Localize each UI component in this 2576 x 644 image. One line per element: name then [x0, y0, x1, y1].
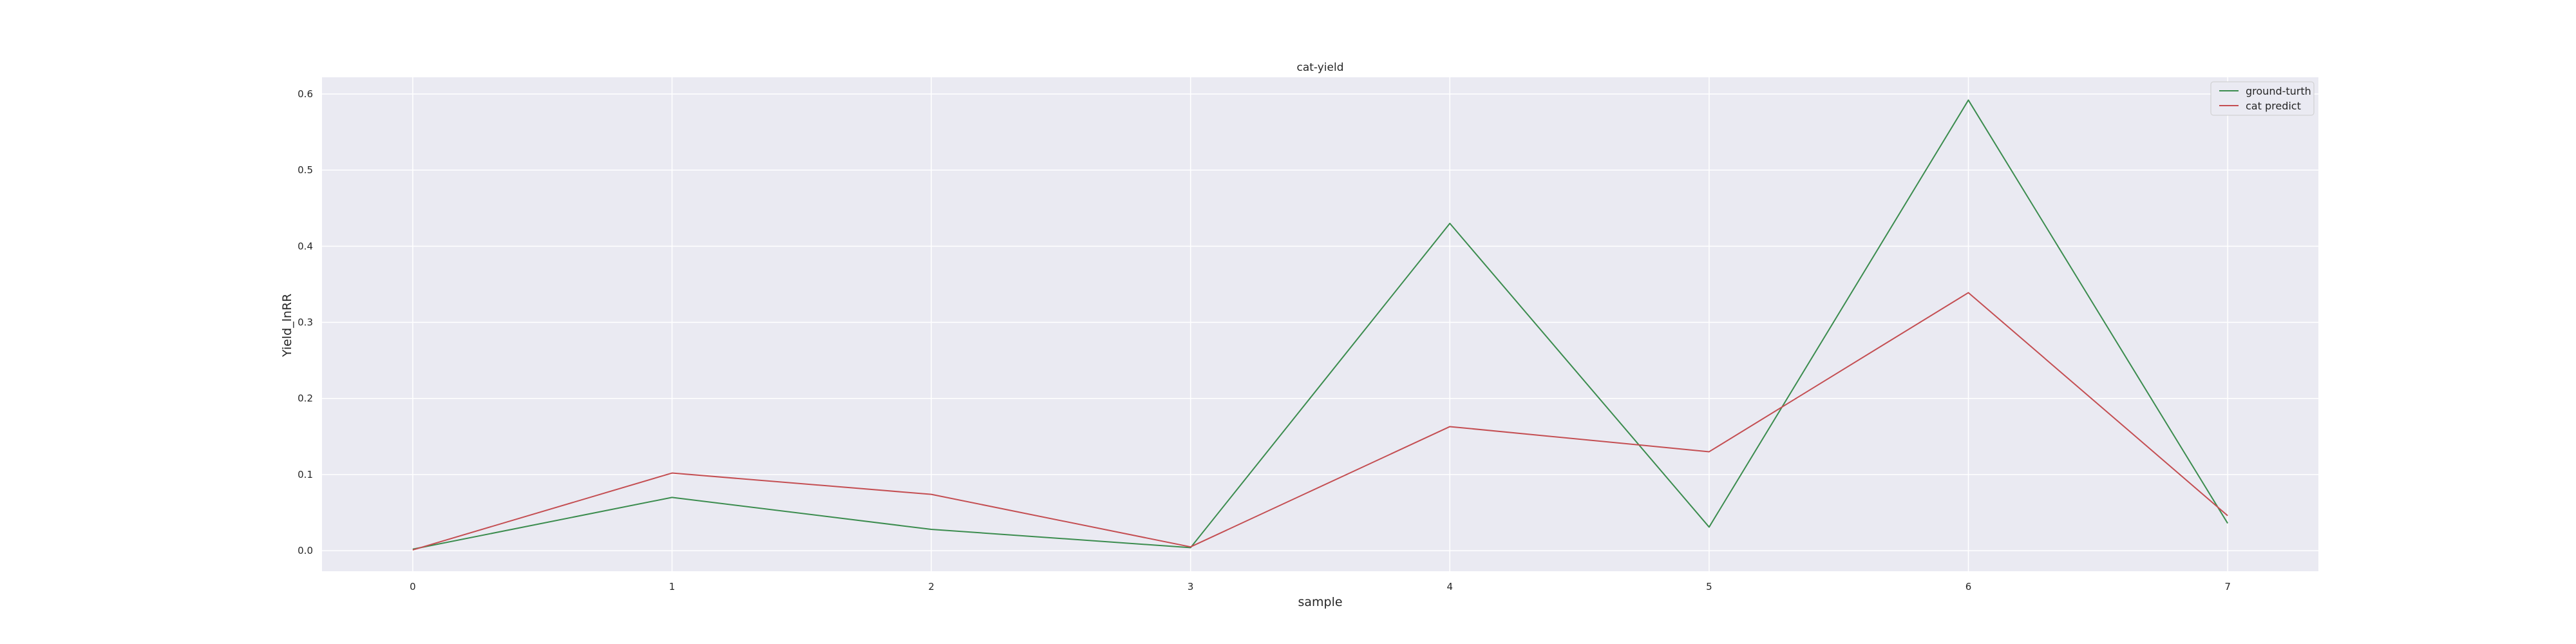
- x-axis-ticks: 0 1 2 3 4 5 6 7: [410, 581, 2231, 592]
- series-line-cat-predict: [412, 292, 2228, 551]
- legend-label-ground-turth: ground-turth: [2246, 85, 2311, 97]
- y-tick-label: 0.2: [298, 393, 313, 404]
- grid: [322, 77, 2318, 571]
- x-tick-label: 3: [1188, 581, 1194, 592]
- series-lines: [412, 99, 2228, 551]
- legend-label-cat-predict: cat predict: [2246, 100, 2301, 112]
- x-tick-label: 5: [1706, 581, 1712, 592]
- y-axis-ticks: 0.0 0.1 0.2 0.3 0.4 0.5 0.6: [298, 88, 313, 556]
- x-tick-label: 1: [669, 581, 676, 592]
- chart-title: cat-yield: [1296, 61, 1343, 74]
- y-tick-label: 0.4: [298, 240, 313, 252]
- y-tick-label: 0.3: [298, 317, 313, 328]
- y-axis-label: Yield_lnRR: [280, 294, 294, 357]
- y-tick-label: 0.1: [298, 469, 313, 480]
- x-tick-label: 4: [1447, 581, 1454, 592]
- plot-area: [322, 77, 2318, 571]
- y-tick-label: 0.6: [298, 88, 313, 100]
- x-tick-label: 6: [1965, 581, 1972, 592]
- y-tick-label: 0.0: [298, 545, 313, 556]
- series-line-ground-turth: [412, 99, 2228, 550]
- x-tick-label: 0: [410, 581, 416, 592]
- legend: ground-turth cat predict: [2210, 81, 2315, 116]
- x-tick-label: 2: [928, 581, 934, 592]
- x-tick-label: 7: [2224, 581, 2231, 592]
- y-tick-label: 0.5: [298, 164, 313, 176]
- x-axis-label: sample: [1298, 595, 1342, 609]
